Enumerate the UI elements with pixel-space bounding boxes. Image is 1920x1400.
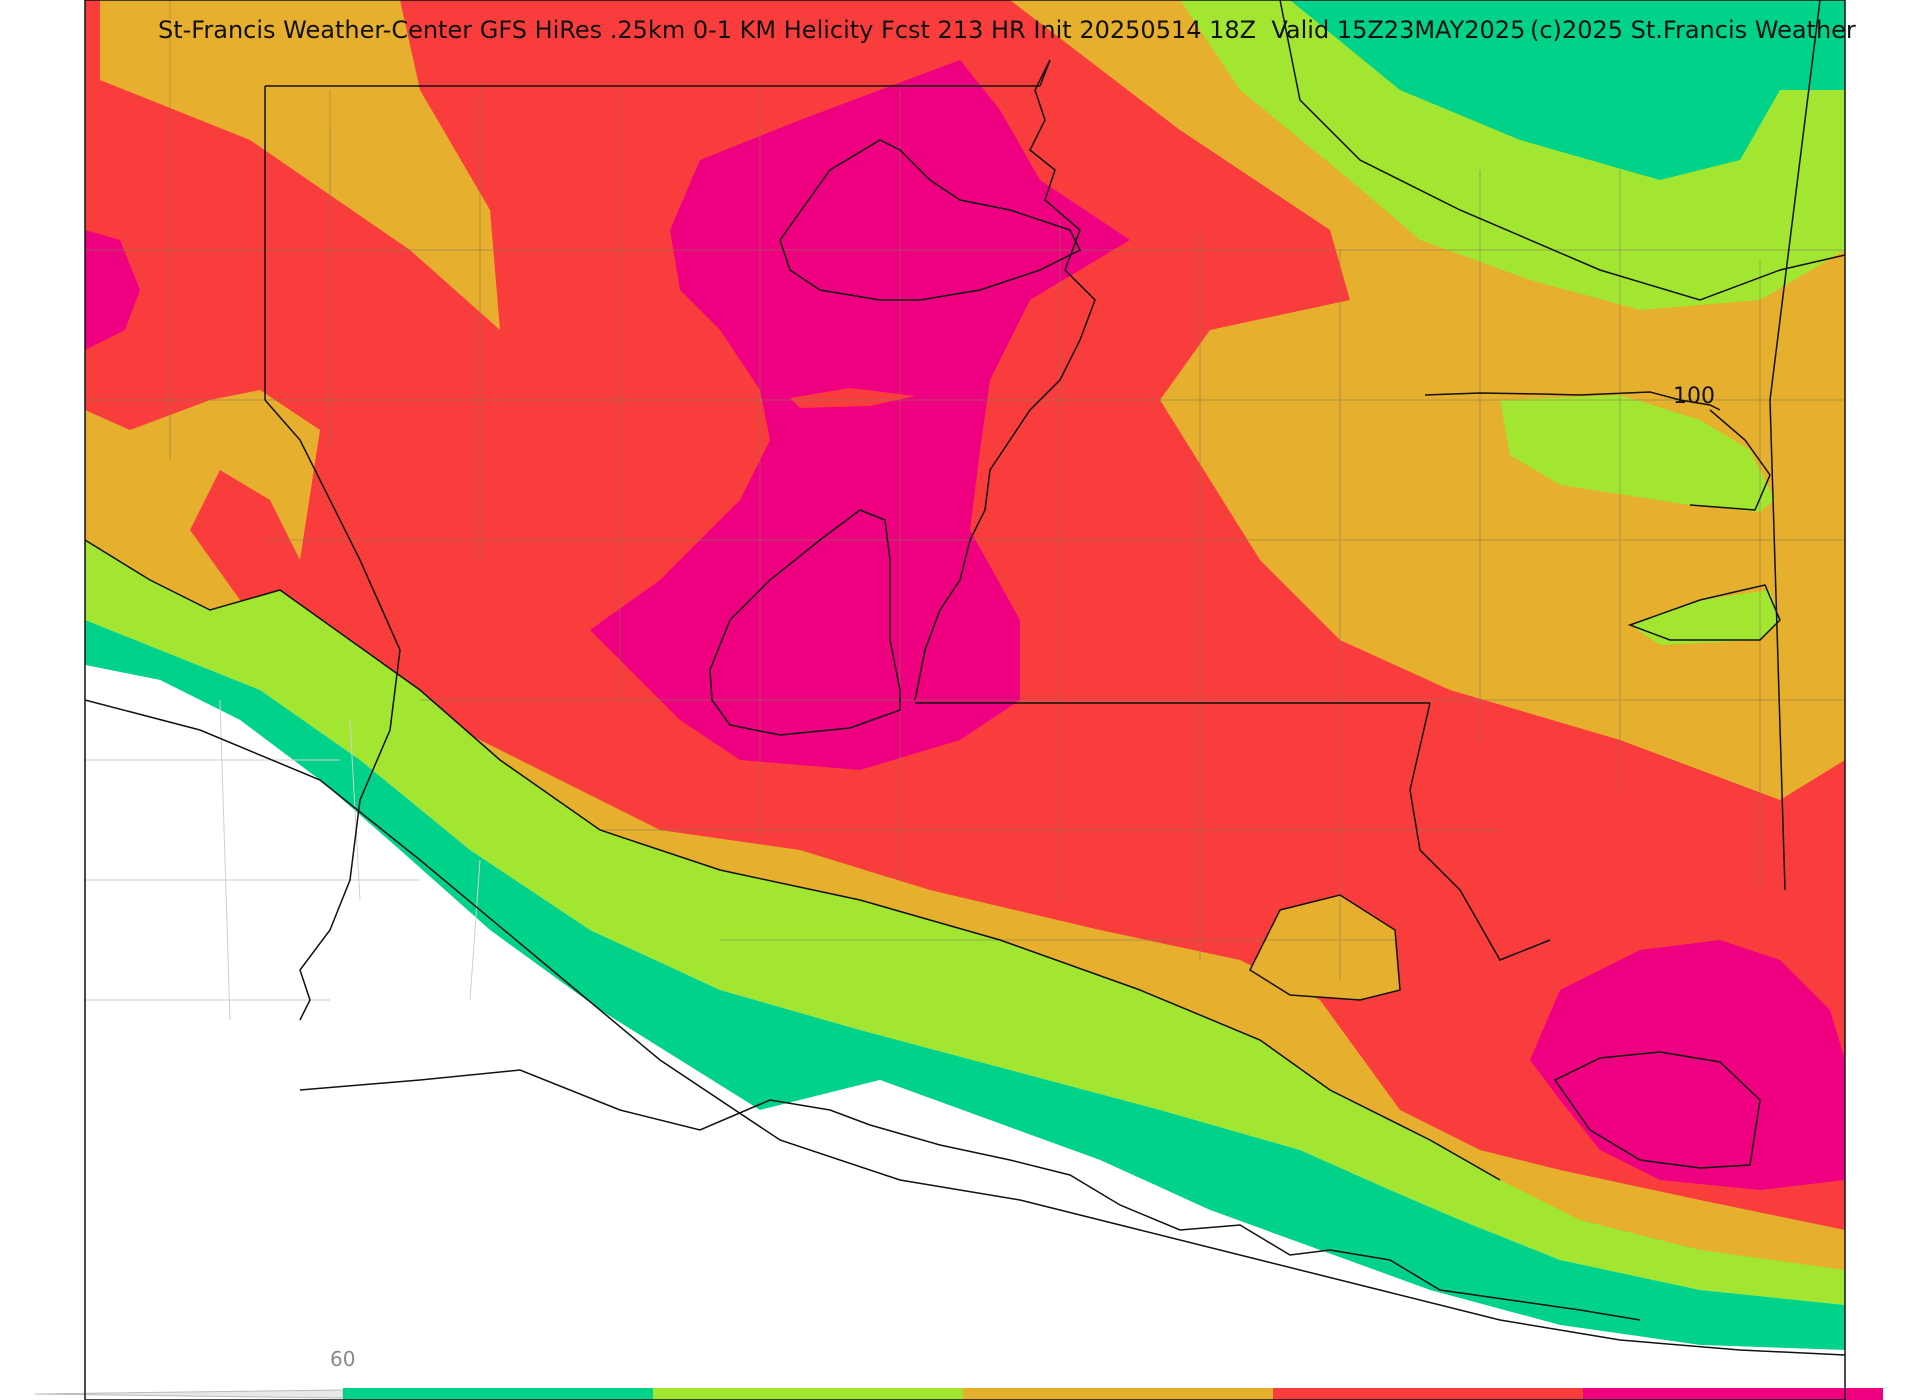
band-magenta-central bbox=[590, 60, 1130, 770]
colorbar-swatch-5 bbox=[1583, 1388, 1883, 1400]
no-data-southwest bbox=[85, 665, 1845, 1400]
contour-central-south bbox=[709, 509, 901, 736]
contour-label-100: 100 bbox=[1673, 384, 1715, 409]
helicity-fill-bands bbox=[85, 0, 1845, 1400]
contour-southeast bbox=[1553, 1051, 1761, 1169]
band-orange-pocket bbox=[1250, 895, 1400, 1000]
colorbar-swatch-3 bbox=[963, 1388, 1273, 1400]
band-teal-northeast bbox=[1290, 0, 1845, 180]
band-red-hole bbox=[790, 388, 915, 408]
county-lines bbox=[85, 0, 1845, 980]
contour-100 bbox=[1424, 391, 1721, 411]
contour-orange-pocket bbox=[1249, 894, 1401, 1001]
colorbar bbox=[34, 1388, 1883, 1400]
boundary-river-south bbox=[1409, 702, 1551, 961]
band-magenta-west bbox=[85, 230, 140, 350]
band-green-island-1 bbox=[1500, 395, 1775, 512]
band-green-coastal bbox=[85, 540, 1845, 1305]
colorbar-swatch-1 bbox=[343, 1388, 653, 1400]
colorbar-swatch-2 bbox=[653, 1388, 963, 1400]
map-copyright: (c)2025 St.Francis Weather bbox=[1530, 16, 1856, 44]
boundary-river bbox=[914, 59, 1096, 701]
contour-coastal bbox=[84, 539, 1501, 1181]
state-boundaries bbox=[264, 0, 1821, 1321]
boundary-texas-west bbox=[264, 399, 401, 1021]
helicity-contours bbox=[84, 0, 1846, 1356]
map-title: St-Francis Weather-Center GFS HiRes .25k… bbox=[158, 16, 1526, 44]
contour-green-lower bbox=[1627, 584, 1781, 641]
contour-100-east bbox=[1689, 409, 1771, 511]
contour-north-band bbox=[1279, 0, 1846, 301]
boundary-east bbox=[1769, 0, 1821, 891]
coastline bbox=[299, 1069, 1641, 1321]
band-teal-coastal bbox=[85, 620, 1845, 1350]
contour-offshore bbox=[84, 699, 1846, 1356]
contour-central-north bbox=[779, 139, 1082, 301]
band-green-island-2 bbox=[1630, 590, 1780, 645]
colorbar-swatch-4 bbox=[1273, 1388, 1583, 1400]
band-magenta-southeast bbox=[1530, 940, 1845, 1190]
county-lines-southwest bbox=[85, 699, 481, 1021]
map-border bbox=[84, 0, 1846, 1400]
colorbar-tick-label: 60 bbox=[330, 1347, 356, 1371]
